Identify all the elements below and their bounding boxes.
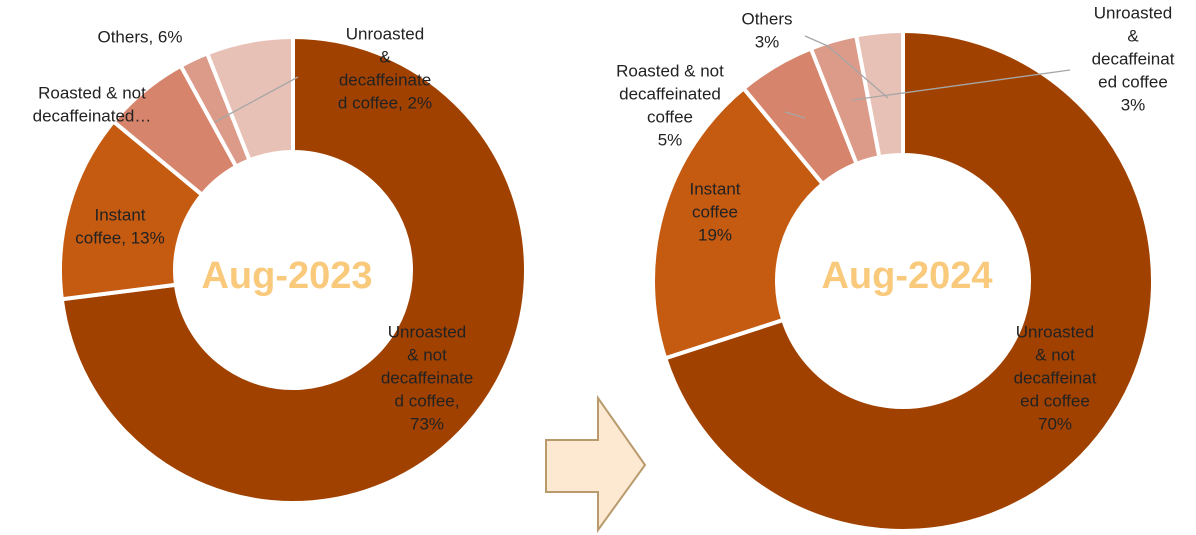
data-label: ed coffee bbox=[1020, 391, 1090, 410]
data-label: 73% bbox=[410, 414, 444, 433]
data-label: Unroasted bbox=[1094, 3, 1172, 22]
data-label: Instant bbox=[689, 179, 740, 198]
donut-slice bbox=[853, 28, 905, 160]
data-label: coffee, 13% bbox=[75, 228, 164, 247]
data-label: d coffee, 2% bbox=[338, 93, 432, 112]
data-label: coffee bbox=[647, 107, 693, 126]
data-label: 70% bbox=[1038, 414, 1072, 433]
data-label: Instant bbox=[94, 205, 145, 224]
donut-slice bbox=[204, 34, 295, 163]
data-label: Others bbox=[741, 9, 792, 28]
data-label: decaffeinat bbox=[1014, 368, 1097, 387]
data-label: & bbox=[1127, 26, 1139, 45]
data-label: Unroasted bbox=[346, 24, 424, 43]
leader-line bbox=[784, 111, 806, 119]
data-label: Roasted & not bbox=[38, 83, 146, 102]
leader-line bbox=[851, 69, 1071, 101]
data-label: decaffeinated… bbox=[33, 106, 152, 125]
data-label: decaffeinate bbox=[381, 368, 473, 387]
data-label: & bbox=[379, 47, 391, 66]
center-title: Aug-2024 bbox=[821, 255, 992, 297]
data-label: Roasted & not bbox=[616, 61, 724, 80]
data-label: Unroasted bbox=[388, 322, 466, 341]
arrow bbox=[545, 394, 647, 534]
donut-slice bbox=[662, 28, 1155, 533]
data-label: decaffeinate bbox=[339, 70, 431, 89]
data-label: 5% bbox=[658, 130, 683, 149]
data-label: decaffeinated bbox=[619, 84, 721, 103]
data-label: ed coffee bbox=[1098, 72, 1168, 91]
data-label: decaffeinat bbox=[1092, 49, 1175, 68]
data-label: 19% bbox=[698, 225, 732, 244]
leader-line bbox=[804, 35, 889, 99]
data-label: 3% bbox=[755, 32, 780, 51]
data-label: 3% bbox=[1121, 95, 1146, 114]
data-label: Unroasted bbox=[1016, 322, 1094, 341]
data-label: coffee bbox=[692, 202, 738, 221]
data-label: Others, 6% bbox=[97, 27, 182, 46]
donut-slice bbox=[59, 34, 528, 505]
leader-line bbox=[214, 76, 299, 123]
data-label: & not bbox=[1035, 345, 1075, 364]
donut-slice bbox=[651, 85, 826, 361]
center-title: Aug-2023 bbox=[201, 255, 372, 297]
data-label: & not bbox=[407, 345, 447, 364]
data-label: d coffee, bbox=[395, 391, 460, 410]
